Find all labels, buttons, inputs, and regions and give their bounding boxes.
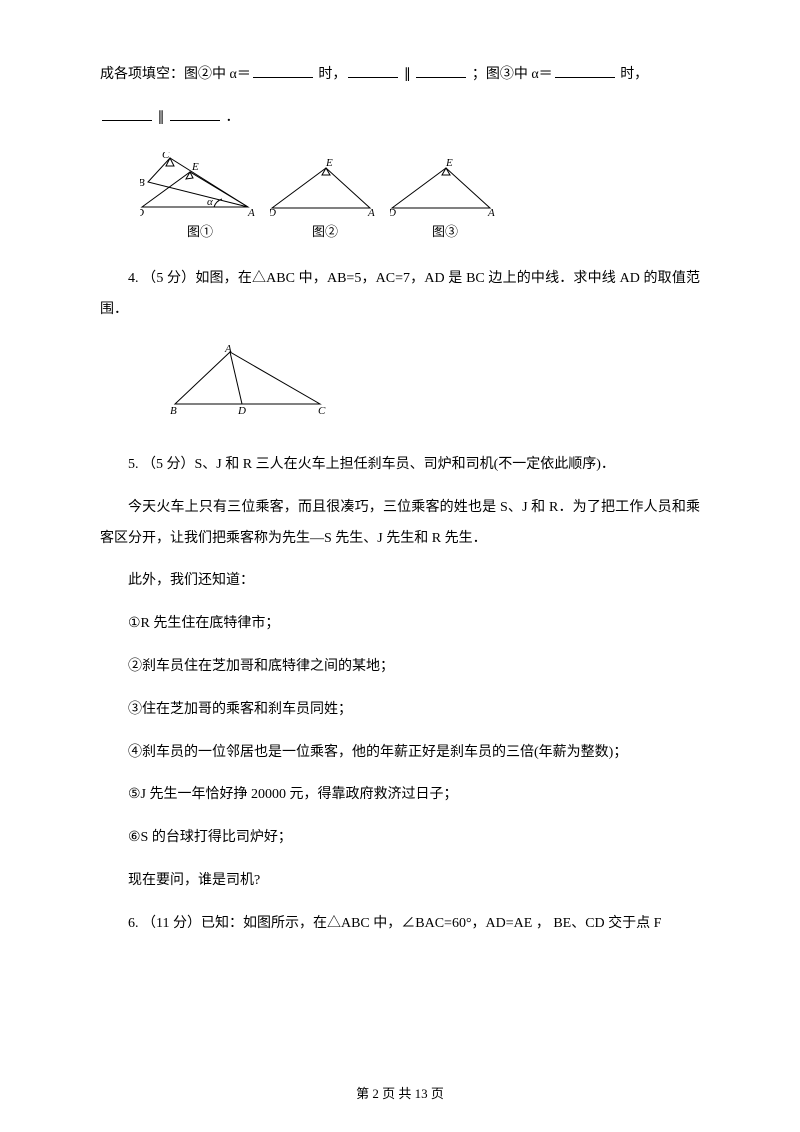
svg-text:D: D [140,207,144,219]
blank [416,64,466,78]
svg-text:C: C [162,152,170,161]
q3-l2-mid: ∥ [154,110,168,125]
q5-c4: ④刹车员的一位邻居也是一位乘客，他的年薪正好是刹车员的三倍(年薪为整数)； [100,738,700,769]
triangle-diagram-3: D A E [390,158,500,220]
svg-text:B: B [140,177,145,189]
fig1-label: 图① [187,218,213,247]
svg-text:A: A [487,207,495,219]
q3-text-line1: 成各项填空：图②中 α＝ 时， ∥ ；图③中 α＝ 时， [100,60,700,91]
q3-end: 时， [617,67,649,82]
svg-text:D: D [237,405,246,417]
figure-1: B C D A Eα 图① [140,152,260,247]
figure-3: D A E 图③ [390,158,500,247]
q3-mid1: 时， [315,67,347,82]
svg-text:A: A [224,344,232,355]
q3-text-line2: ∥ ． [100,103,700,134]
blank [170,107,220,121]
triangle-diagram-4: B D C A [170,344,330,419]
svg-text:B: B [170,405,177,417]
triangle-diagram-2: D A E [270,158,380,220]
svg-text:α: α [207,196,213,208]
q4-text: 4. （5 分）如图，在△ABC 中，AB=5，AC=7，AD 是 BC 边上的… [100,264,700,326]
svg-text:A: A [247,207,255,219]
q5-line3: 此外，我们还知道： [100,566,700,597]
blank [555,64,615,78]
q5-c1: ①R 先生住在底特律市； [100,609,700,640]
q6-text: 6. （11 分）已知：如图所示，在△ABC 中，∠BAC=60°，AD=AE … [100,909,700,940]
q5-line1: 5. （5 分）S、J 和 R 三人在火车上担任刹车员、司炉和司机(不一定依此顺… [100,450,700,481]
q3-pre: 成各项填空：图②中 α＝ [100,67,251,82]
q5-c6: ⑥S 的台球打得比司炉好； [100,823,700,854]
q5-c2: ②刹车员住在芝加哥和底特律之间的某地； [100,652,700,683]
triangle-diagram-1: B C D A Eα [140,152,260,220]
svg-text:A: A [367,207,375,219]
fig3-label: 图③ [432,218,458,247]
q3-figures: B C D A Eα 图① D A E 图② [140,152,700,247]
svg-text:E: E [445,158,453,169]
page-footer: 第 2 页 共 13 页 [0,1083,800,1102]
q3-mid2: ∥ [400,67,414,82]
q5-c3: ③住在芝加哥的乘客和刹车员同姓； [100,695,700,726]
fig2-label: 图② [312,218,338,247]
q5-line2: 今天火车上只有三位乘客，而且很凑巧，三位乘客的姓也是 S、J 和 R．为了把工作… [100,493,700,555]
q5-question: 现在要问，谁是司机? [100,866,700,897]
q3-l2-end: ． [222,110,240,125]
page-content: 成各项填空：图②中 α＝ 时， ∥ ；图③中 α＝ 时， ∥ ． B C D A E… [100,60,700,940]
svg-text:E: E [325,158,333,169]
svg-text:D: D [270,207,276,219]
blank [348,64,398,78]
svg-text:C: C [318,405,326,417]
svg-text:D: D [390,207,396,219]
q4-figure: B D C A [170,344,700,432]
figure-2: D A E 图② [270,158,380,247]
q5-c5: ⑤J 先生一年恰好挣 20000 元，得靠政府救济过日子； [100,780,700,811]
svg-text:E: E [191,161,199,173]
blank [102,107,152,121]
blank [253,64,313,78]
q3-mid3: ；图③中 α＝ [468,67,552,82]
